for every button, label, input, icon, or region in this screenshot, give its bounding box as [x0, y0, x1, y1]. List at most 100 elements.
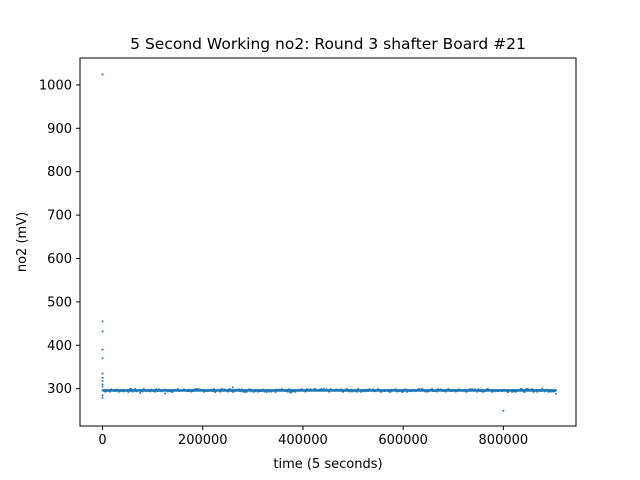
data-point — [300, 388, 303, 391]
data-point — [484, 389, 487, 392]
data-point — [251, 389, 254, 392]
x-tick-label: 400000 — [278, 433, 328, 448]
data-point — [311, 389, 314, 392]
data-point — [362, 390, 365, 393]
data-point — [101, 379, 104, 382]
data-point — [328, 390, 331, 393]
data-point — [402, 390, 405, 393]
data-point — [249, 388, 252, 391]
data-point — [283, 388, 286, 391]
data-point — [210, 388, 213, 391]
data-point — [122, 390, 125, 393]
data-point — [182, 388, 185, 391]
data-point — [101, 372, 104, 375]
data-point — [266, 389, 269, 392]
data-point — [157, 388, 160, 391]
chart-title: 5 Second Working no2: Round 3 shafter Bo… — [130, 35, 526, 53]
data-point — [221, 389, 224, 392]
data-point — [521, 388, 524, 391]
data-point — [239, 390, 242, 393]
data-point — [502, 409, 505, 412]
data-point — [102, 389, 105, 392]
data-point — [288, 388, 291, 391]
x-tick-label: 800000 — [479, 433, 529, 448]
data-point — [542, 389, 545, 392]
data-point — [367, 390, 370, 393]
data-point — [410, 390, 413, 393]
data-point — [456, 389, 459, 392]
y-tick-label: 400 — [47, 339, 72, 354]
data-point — [476, 390, 479, 393]
data-point — [278, 388, 281, 391]
y-tick-label: 300 — [47, 382, 72, 397]
x-tick-label: 200000 — [178, 433, 228, 448]
data-point — [132, 389, 135, 392]
data-point — [355, 390, 358, 393]
data-point — [427, 390, 430, 393]
data-point — [155, 388, 158, 391]
data-point — [294, 390, 297, 393]
data-point — [141, 390, 144, 393]
data-point — [329, 387, 332, 390]
data-point — [139, 392, 142, 395]
data-point — [509, 389, 512, 392]
data-point — [121, 388, 124, 391]
data-point — [101, 396, 104, 399]
data-point — [273, 389, 276, 392]
data-point — [422, 388, 425, 391]
data-point — [191, 390, 194, 393]
data-point — [539, 390, 542, 393]
data-point — [531, 388, 534, 391]
data-point — [189, 388, 192, 391]
x-axis-label: time (5 seconds) — [273, 457, 382, 472]
plot-area — [101, 73, 557, 412]
data-point — [156, 390, 159, 393]
data-point — [231, 386, 234, 389]
data-point — [349, 388, 352, 391]
data-point — [404, 388, 407, 391]
data-point — [101, 385, 104, 388]
data-point — [370, 389, 373, 392]
data-point — [554, 392, 557, 395]
data-point — [365, 388, 368, 391]
data-point — [265, 390, 268, 393]
data-point — [233, 390, 236, 393]
data-point — [213, 387, 216, 390]
data-point — [435, 390, 438, 393]
data-point — [325, 388, 328, 391]
data-point — [340, 388, 343, 391]
data-point — [347, 388, 350, 391]
data-point — [101, 73, 104, 76]
data-point — [491, 390, 494, 393]
data-point — [101, 357, 104, 360]
data-point — [443, 389, 446, 392]
y-tick-label: 700 — [47, 209, 72, 224]
data-point — [471, 388, 474, 391]
data-point — [117, 390, 120, 393]
data-point — [279, 389, 282, 392]
data-point — [501, 390, 504, 393]
data-point — [289, 391, 292, 394]
plot-frame — [79, 57, 577, 427]
data-point — [114, 390, 117, 393]
data-point — [419, 389, 422, 392]
data-point — [364, 390, 367, 393]
data-point — [504, 389, 507, 392]
data-point — [134, 387, 137, 390]
data-point — [261, 388, 264, 391]
data-point — [472, 389, 475, 392]
data-point — [219, 390, 222, 393]
data-point — [308, 389, 311, 392]
y-tick-label: 800 — [47, 165, 72, 180]
data-point — [226, 390, 229, 393]
data-point — [511, 390, 514, 393]
data-point — [120, 390, 123, 393]
data-point — [142, 387, 145, 390]
data-point — [348, 390, 351, 393]
y-tick-label: 1000 — [39, 78, 72, 93]
data-point — [375, 389, 378, 392]
data-point — [523, 390, 526, 393]
data-point — [378, 389, 381, 392]
data-point — [101, 330, 104, 333]
